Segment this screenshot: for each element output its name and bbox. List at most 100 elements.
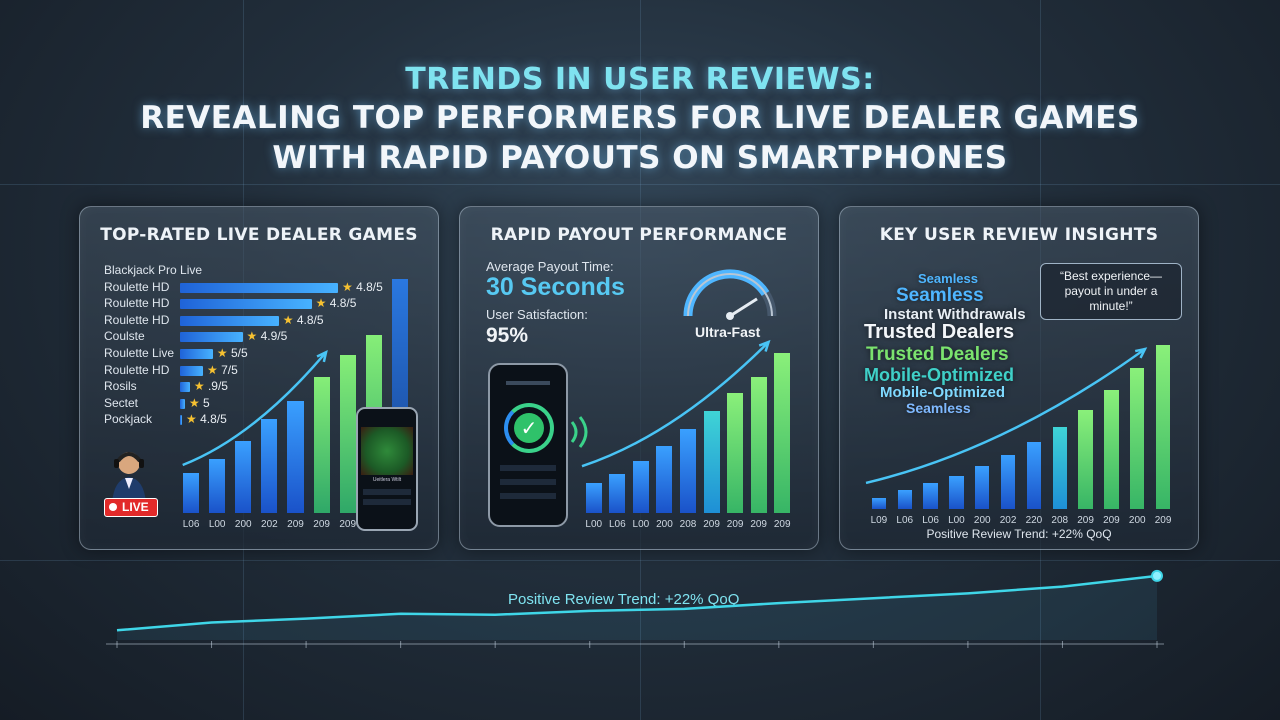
chart-bar	[1155, 345, 1171, 509]
phone-row	[500, 479, 556, 485]
rating-text: 5/5	[231, 346, 248, 360]
rating-text: 4.9/5	[260, 329, 288, 344]
trend-arrow-icon	[581, 339, 771, 468]
headset-dealer-icon	[112, 452, 146, 503]
page-title-line-1: TRENDS IN USER REVIEWS:	[405, 62, 875, 97]
phone-row	[363, 499, 411, 505]
rating-bar	[180, 365, 204, 376]
phone-row	[500, 465, 556, 471]
star-icon: ★	[246, 329, 261, 344]
chart-bar	[339, 355, 356, 513]
x-tick-label: 200	[656, 519, 673, 530]
rating-value: ★ .9/5	[194, 379, 228, 393]
smartphone-check-icon: ✓	[488, 363, 568, 527]
game-label: Roulette Live	[104, 346, 175, 360]
review-keyword: Trusted Dealers	[864, 321, 1015, 343]
chart-bar	[1078, 410, 1093, 509]
panel-title: TOP-RATED LIVE DEALER GAMES	[100, 225, 418, 245]
rating-text: 4.8/5	[329, 296, 357, 311]
phone-text: Ueitlera Wtilt	[372, 477, 402, 483]
x-tick-label: 209	[773, 519, 791, 530]
avg-payout-label: Average Payout Time:	[486, 259, 614, 274]
x-tick-label: 209	[1103, 515, 1120, 526]
rating-text: 4.8/5	[296, 312, 324, 327]
trend-label: Positive Review Trend: +22% QoQ	[508, 591, 740, 608]
chart-bar	[656, 445, 673, 513]
smartphone-roulette-icon: Ueitlera Wtilt	[356, 407, 418, 531]
x-tick-label: L06	[608, 519, 626, 530]
review-keyword: Seamless	[906, 400, 971, 416]
chart-bar	[632, 460, 649, 513]
x-tick-label: 220	[1025, 515, 1043, 526]
live-badge: LIVE	[122, 500, 149, 514]
chart-bar	[235, 441, 252, 513]
page-title-line-3: WITH RAPID PAYOUTS ON SMARTPHONES	[272, 140, 1008, 176]
rating-value: ★ 4.9/5	[247, 329, 288, 343]
star-icon: ★	[315, 296, 330, 311]
game-label: Roulette HD	[104, 362, 170, 377]
rating-value: ★ 7/5	[207, 363, 238, 377]
star-icon: ★	[216, 346, 231, 360]
x-tick-label: 209	[750, 519, 767, 530]
review-insights-panel: KEY USER REVIEW INSIGHTS “Best experienc…	[839, 206, 1199, 550]
phone-row	[500, 493, 556, 499]
speedometer-icon	[683, 269, 777, 320]
chart-bar	[1104, 389, 1119, 509]
panel-title: RAPID PAYOUT PERFORMANCE	[490, 225, 788, 245]
rating-value: ★ 5/5	[217, 346, 248, 360]
trend-arrow-line	[182, 351, 328, 467]
rating-value: ★ 4.8/5	[316, 296, 357, 310]
rating-bar	[180, 299, 312, 310]
rating-text: 5	[203, 395, 210, 410]
review-keyword: Seamless	[918, 271, 978, 286]
chart-bar	[727, 393, 744, 513]
bar-chart	[865, 323, 1176, 509]
x-tick-label: 209	[703, 519, 720, 530]
star-icon: ★	[342, 279, 357, 294]
x-tick-label: 208	[1051, 515, 1069, 526]
signal-waves-icon	[570, 416, 588, 448]
x-tick-label: 209	[287, 519, 304, 530]
bar-chart	[581, 333, 794, 513]
rating-bar	[180, 398, 185, 409]
rating-bar	[180, 315, 279, 326]
x-tick-label: L06	[182, 519, 200, 530]
chart-bar	[1026, 442, 1042, 509]
chart-bar	[609, 474, 626, 513]
x-tick-label: 202	[261, 519, 278, 530]
live-dot-icon	[109, 503, 117, 511]
chart-bar	[750, 376, 767, 513]
grid-line-h	[0, 560, 1280, 561]
review-keyword: Mobile-Optimized	[864, 365, 1014, 385]
gauge-label: Ultra-Fast	[695, 324, 761, 340]
trend-arrow-icon	[182, 349, 328, 467]
chart-bar	[1000, 455, 1016, 509]
x-tick-label: 200	[973, 515, 991, 526]
rating-bar	[180, 332, 243, 343]
game-label: Pockjack	[104, 412, 153, 427]
rating-text: 4.8/5	[200, 412, 227, 427]
phone-header	[506, 381, 550, 385]
phone-screen	[361, 427, 413, 475]
chart-bar	[1130, 367, 1145, 509]
review-quote: “Best experience— payout in under a minu…	[1040, 263, 1182, 320]
rating-value: ★ 5	[189, 396, 210, 410]
rating-text: .9/5	[207, 379, 228, 394]
x-tick-label: L00	[632, 519, 650, 530]
rapid-payout-panel: RAPID PAYOUT PERFORMANCE Average Payout …	[459, 206, 819, 550]
game-label: Coulste	[104, 329, 145, 344]
x-tick-label: L09	[870, 515, 888, 526]
satisfaction-label: User Satisfaction:	[486, 307, 588, 322]
star-icon: ★	[207, 362, 222, 377]
game-label: Roulette HD	[104, 312, 170, 327]
trend-end-point	[1151, 569, 1163, 582]
x-tick-label: L06	[896, 515, 914, 526]
avg-payout-value: 30 Seconds	[486, 273, 625, 301]
grid-line-h	[0, 184, 1280, 185]
x-tick-label: L00	[208, 519, 226, 530]
rating-bar	[180, 282, 338, 293]
chart-bar	[897, 490, 912, 509]
x-tick-label: 209	[313, 519, 330, 530]
top-rated-games-panel: TOP-RATED LIVE DEALER GAMES Blackjack Pr…	[79, 206, 439, 550]
x-tick-label: L06	[922, 515, 939, 526]
